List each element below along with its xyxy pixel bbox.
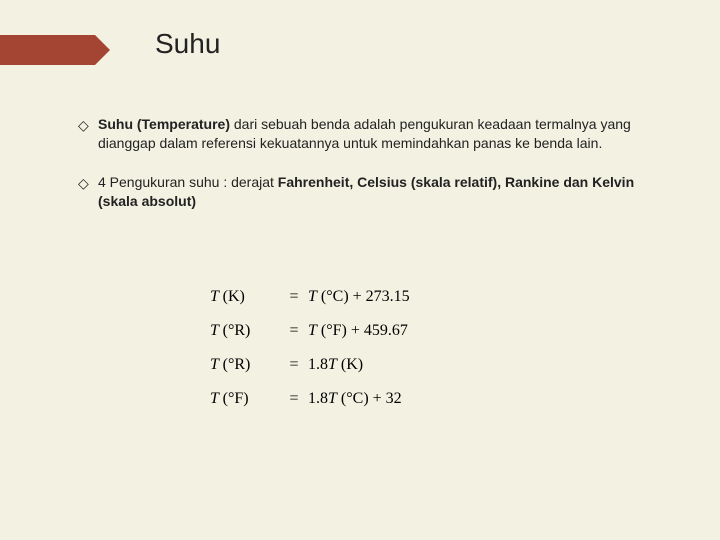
formula-eq: =: [280, 322, 308, 340]
content-area: ◇ Suhu (Temperature) dari sebuah benda a…: [78, 115, 658, 231]
formula-rhs: 1.8T (K): [308, 356, 363, 374]
formula-row: T (K) = T (°C) + 273.15: [210, 288, 530, 306]
formula-eq: =: [280, 390, 308, 408]
accent-bar: [0, 35, 95, 65]
formula-block: T (K) = T (°C) + 273.15 T (°R) = T (°F) …: [210, 288, 530, 424]
formula-lhs: T (°R): [210, 356, 280, 374]
formula-rhs: 1.8T (°C) + 32: [308, 390, 402, 408]
page-title: Suhu: [155, 28, 220, 60]
formula-row: T (°R) = 1.8T (K): [210, 356, 530, 374]
bullet-text: 4 Pengukuran suhu : derajat Fahrenheit, …: [98, 173, 658, 211]
formula-row: T (°R) = T (°F) + 459.67: [210, 322, 530, 340]
formula-lhs: T (°R): [210, 322, 280, 340]
formula-rhs: T (°F) + 459.67: [308, 322, 408, 340]
formula-lhs: T (K): [210, 288, 280, 306]
bullet-text: Suhu (Temperature) dari sebuah benda ada…: [98, 115, 658, 153]
bullet-item: ◇ Suhu (Temperature) dari sebuah benda a…: [78, 115, 658, 153]
formula-row: T (°F) = 1.8T (°C) + 32: [210, 390, 530, 408]
bullet-plain: 4 Pengukuran suhu : derajat: [98, 174, 278, 190]
accent-triangle: [95, 35, 110, 65]
formula-rhs: T (°C) + 273.15: [308, 288, 410, 306]
bullet-marker: ◇: [78, 173, 98, 211]
formula-eq: =: [280, 288, 308, 306]
bullet-item: ◇ 4 Pengukuran suhu : derajat Fahrenheit…: [78, 173, 658, 211]
formula-eq: =: [280, 356, 308, 374]
bullet-marker: ◇: [78, 115, 98, 153]
bullet-lead-bold: Suhu (Temperature): [98, 116, 230, 132]
formula-lhs: T (°F): [210, 390, 280, 408]
